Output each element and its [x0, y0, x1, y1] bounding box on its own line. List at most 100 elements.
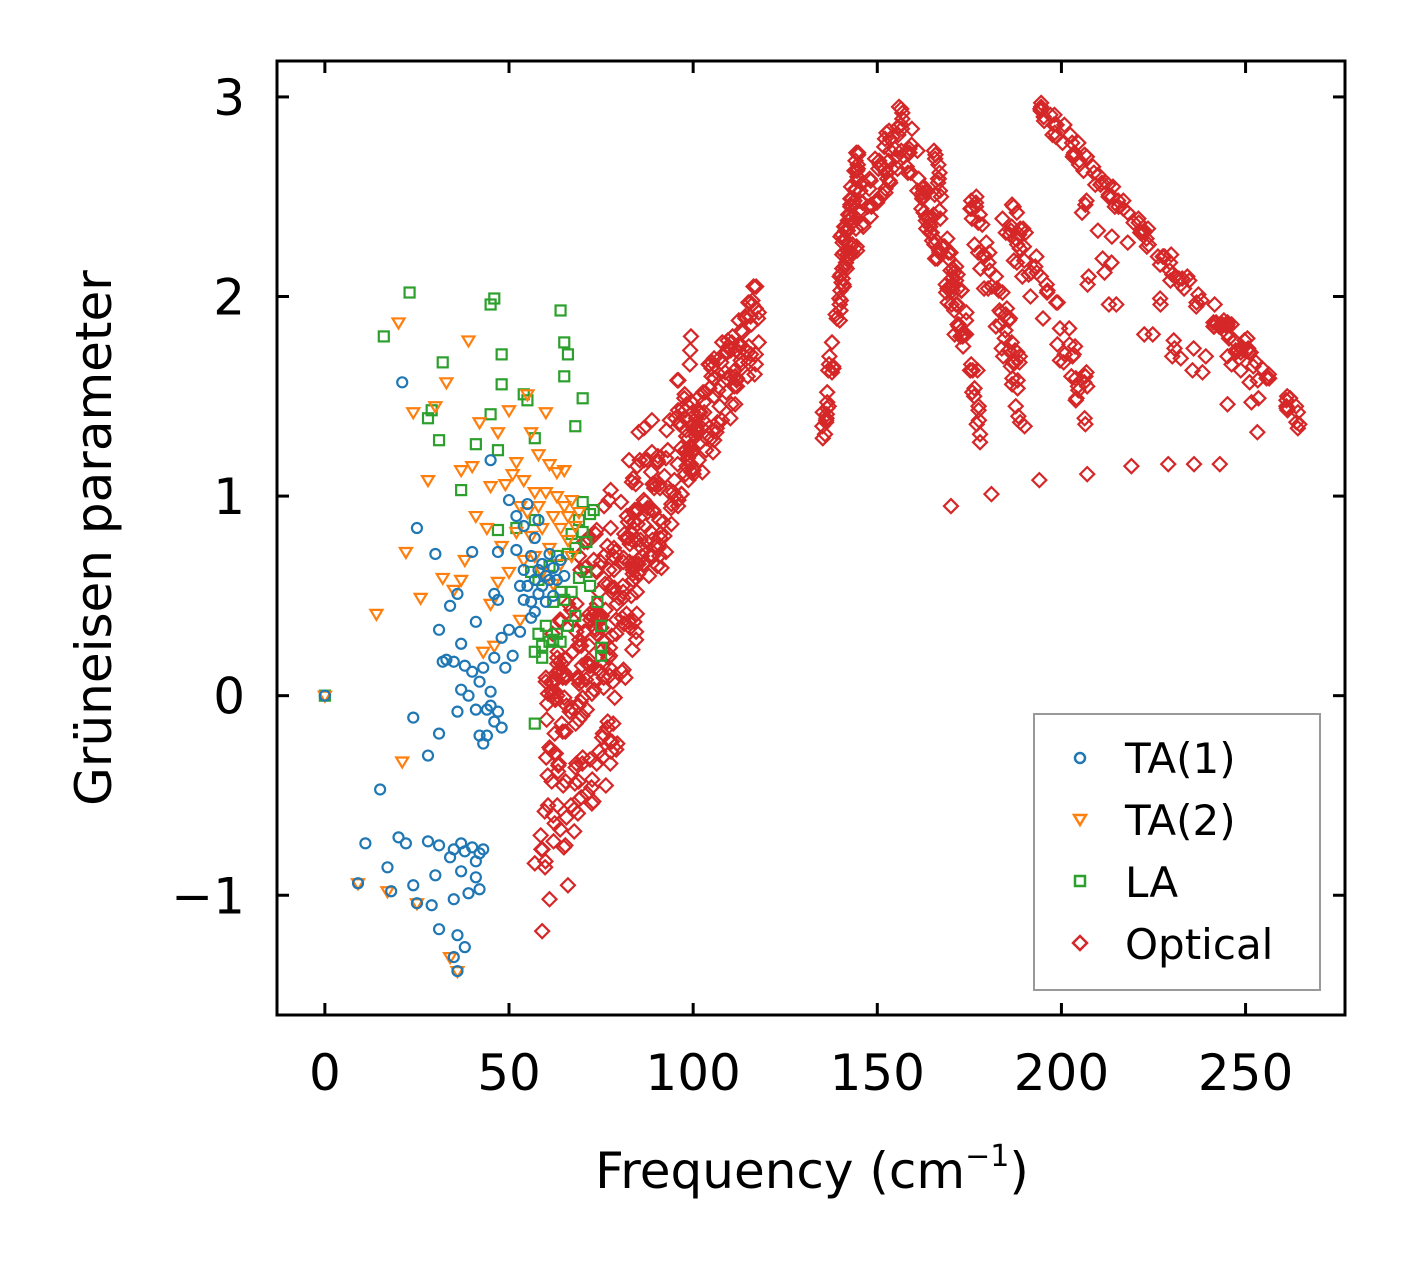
data-point-optical	[1165, 339, 1184, 357]
data-point-optical	[554, 723, 572, 741]
data-point-optical	[1035, 108, 1053, 126]
data-point-optical	[548, 649, 566, 667]
data-point-optical	[716, 343, 734, 361]
data-point-ta-1-	[477, 843, 490, 856]
data-point-optical	[1095, 264, 1114, 282]
data-point-optical	[553, 655, 571, 673]
data-point-optical	[970, 397, 988, 415]
data-point-optical	[1151, 256, 1169, 274]
data-point-ta-1-	[495, 631, 508, 644]
data-point-optical	[849, 144, 867, 162]
data-point-optical	[658, 421, 676, 439]
data-point-optical	[708, 419, 726, 437]
data-point-ta-1-	[499, 661, 512, 674]
data-point-optical	[716, 363, 734, 381]
data-point-ta-2-	[571, 506, 587, 521]
data-point-optical	[624, 503, 643, 521]
data-point-la	[455, 484, 468, 497]
data-point-ta-1-	[488, 587, 501, 600]
data-point-ta-1-	[473, 883, 486, 896]
data-point-ta-1-	[528, 573, 541, 587]
data-point-optical	[750, 333, 768, 351]
data-point-optical	[954, 325, 972, 343]
data-point-ta-2-	[548, 467, 565, 481]
data-point-ta-2-	[559, 534, 576, 549]
data-point-optical	[1211, 455, 1229, 473]
data-point-ta-2-	[567, 520, 584, 535]
data-point-ta-2-	[453, 574, 470, 589]
data-point-ta-2-	[478, 522, 495, 537]
data-point-ta-1-	[484, 685, 497, 698]
data-point-optical	[824, 359, 843, 377]
data-point-optical	[624, 513, 643, 531]
data-point-ta-2-	[460, 335, 477, 349]
data-point-optical	[983, 277, 1001, 296]
data-point-optical	[1193, 363, 1212, 381]
data-point-ta-2-	[471, 417, 488, 431]
data-point-ta-1-	[462, 887, 475, 900]
data-point-ta-1-	[421, 749, 435, 762]
legend-item-optical: Optical	[1071, 920, 1273, 969]
data-point-optical	[937, 283, 955, 302]
data-point-optical	[1003, 369, 1022, 387]
data-point-optical	[1009, 371, 1027, 389]
data-point-optical	[1062, 367, 1080, 385]
data-point-la	[576, 495, 589, 509]
data-point-ta-1-	[510, 543, 523, 557]
data-point-optical	[942, 277, 960, 296]
data-point-optical	[854, 174, 872, 192]
data-point-ta-2-	[559, 510, 576, 525]
legend-label-ta2: TA(2)	[1124, 796, 1236, 845]
data-point-la	[580, 535, 593, 549]
data-point-ta-1-	[466, 841, 479, 854]
data-point-optical	[649, 447, 667, 465]
data-point-optical	[623, 473, 641, 491]
data-point-ta-1-	[506, 649, 519, 662]
data-point-optical	[625, 613, 643, 631]
data-point-optical	[1030, 471, 1048, 489]
legend-label-optical: Optical	[1125, 920, 1273, 969]
data-point-optical	[1106, 198, 1124, 216]
data-point-optical	[833, 260, 851, 278]
data-point-optical	[1032, 94, 1050, 112]
data-point-ta-1-	[458, 659, 471, 672]
data-point-optical	[595, 497, 613, 515]
data-point-optical	[1053, 134, 1072, 152]
data-point-la	[550, 627, 563, 640]
legend-item-ta2: TA(2)	[1071, 796, 1236, 845]
data-point-optical	[561, 703, 579, 721]
data-point-optical	[1109, 198, 1128, 216]
data-point-ta-1-	[455, 683, 468, 696]
data-point-optical	[594, 725, 612, 743]
data-point-optical	[1004, 198, 1023, 216]
data-point-optical	[627, 623, 645, 641]
legend-item-ta1: TA(1)	[1073, 734, 1236, 783]
data-point-ta-1-	[429, 869, 442, 882]
data-point-optical	[975, 279, 993, 298]
data-point-optical	[583, 685, 601, 703]
data-point-ta-2-	[475, 646, 492, 660]
data-point-optical	[623, 531, 641, 549]
data-point-la	[576, 392, 589, 405]
data-point-optical	[615, 525, 633, 543]
data-point-optical	[1005, 252, 1023, 270]
data-point-la	[436, 356, 449, 369]
data-point-ta-1-	[513, 579, 527, 592]
data-point-ta-1-	[421, 835, 435, 848]
data-point-optical	[536, 802, 554, 820]
data-point-ta-2-	[530, 449, 547, 463]
data-point-optical	[831, 228, 850, 246]
data-point-optical	[543, 683, 561, 701]
data-point-optical	[1151, 295, 1170, 314]
data-point-ta-2-	[464, 461, 481, 475]
data-point-optical	[977, 234, 995, 252]
data-point-ta-1-	[374, 783, 387, 796]
data-point-optical	[704, 421, 722, 439]
data-point-ta-2-	[405, 407, 422, 421]
data-point-optical	[643, 411, 661, 429]
data-point-optical	[1125, 214, 1143, 232]
data-point-optical	[578, 784, 596, 803]
data-point-ta-2-	[537, 486, 554, 501]
data-point-la	[569, 420, 582, 433]
data-point-optical	[742, 345, 760, 363]
